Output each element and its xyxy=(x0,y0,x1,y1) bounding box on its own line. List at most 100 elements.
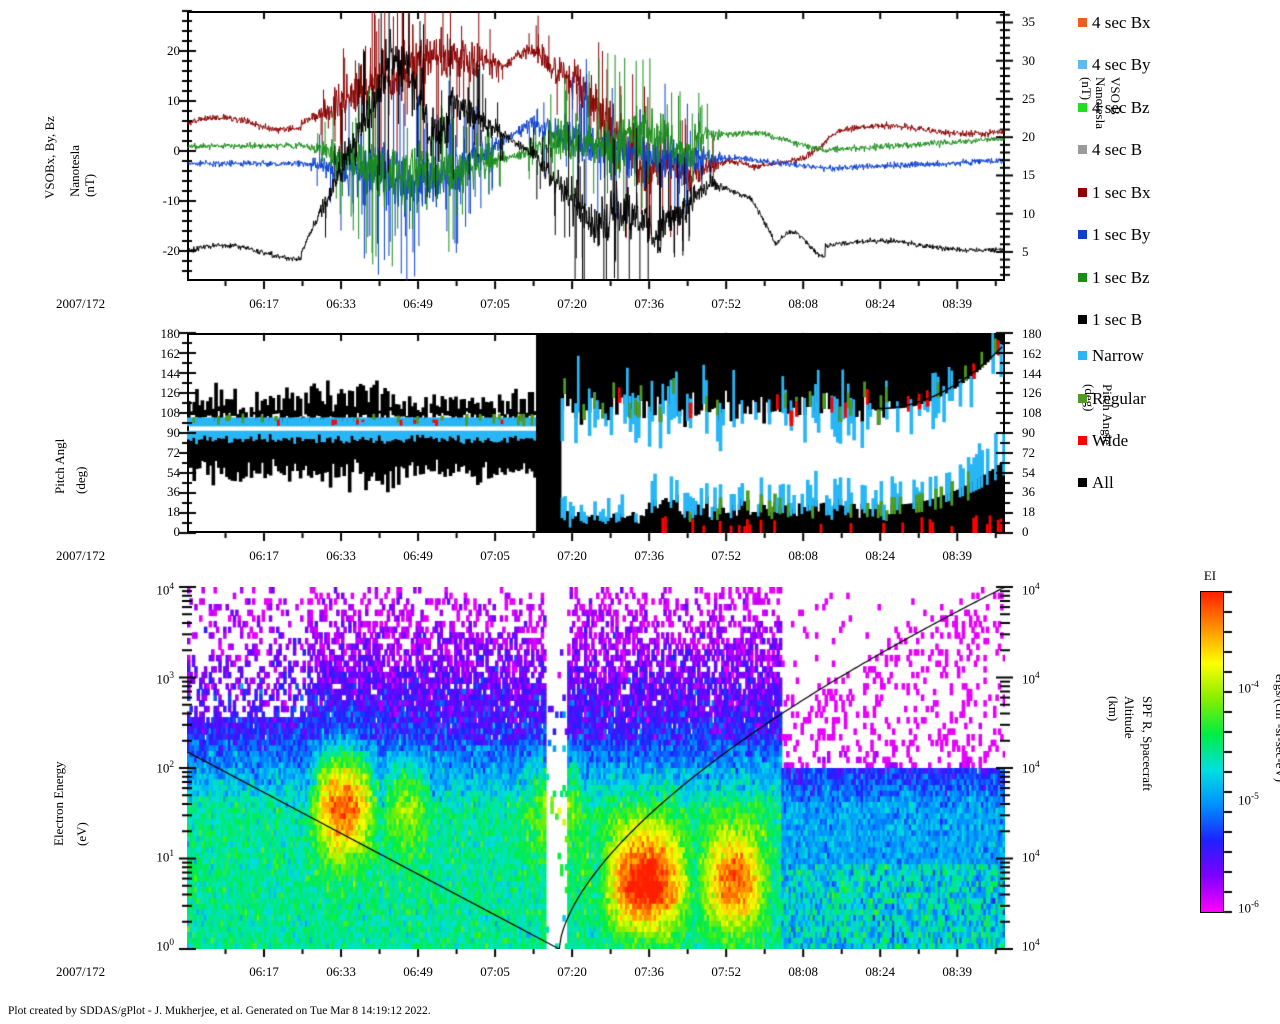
colorbar-tick-label: 10-4 xyxy=(1238,679,1259,695)
ytick-label: 20 xyxy=(1022,129,1035,145)
panel3-ylabel-left2: (eV) xyxy=(73,696,91,846)
xtick-label: 08:24 xyxy=(865,296,896,311)
colorbar-tick-label: 10-6 xyxy=(1238,900,1259,916)
xtick-label: 06:49 xyxy=(403,964,433,979)
panel2-ylabel-left2: (deg) xyxy=(72,384,90,494)
ytick-label: 180 xyxy=(160,326,181,341)
ytick-label: 180 xyxy=(1022,326,1042,341)
ytick-label: 101 xyxy=(156,849,174,865)
xtick-label: 08:39 xyxy=(942,548,973,563)
panel1-ylabel-right3-text: (nT) xyxy=(1079,77,1094,101)
panel3-ylabel-left: Electron Energy xyxy=(50,696,68,846)
legend-item: 4 sec By xyxy=(1078,56,1151,73)
panel2-ylabel-left-text: Pitch Angl xyxy=(52,438,67,494)
legend-swatch-icon xyxy=(1078,315,1087,324)
ytick-label: -10 xyxy=(162,193,180,208)
xtick-label: 06:33 xyxy=(326,964,356,979)
xtick-label: 08:39 xyxy=(942,296,973,311)
xtick-label: 06:17 xyxy=(249,296,279,311)
ytick-label: 10 xyxy=(167,93,180,108)
ytick-label: 54 xyxy=(1022,464,1035,480)
panel1-date-label-text: 2007/172 xyxy=(56,296,106,311)
panel3-ylabel-right3-text: (km) xyxy=(1106,696,1121,722)
xtick-label: 06:49 xyxy=(403,296,433,311)
xtick-label: 07:36 xyxy=(634,296,664,311)
panel3-ylabel-left2-text: (eV) xyxy=(74,822,89,846)
legend-swatch-icon xyxy=(1078,230,1087,239)
ytick-label: 25 xyxy=(1022,90,1035,106)
legend-label: 1 sec B xyxy=(1092,310,1143,329)
panel3-date-label-text: 2007/172 xyxy=(56,964,106,979)
legend-item: Wide xyxy=(1078,432,1128,449)
panel3-ylabel-right2: Altitude xyxy=(1120,696,1138,846)
xtick-label: 06:49 xyxy=(403,548,433,563)
ytick-label: 90 xyxy=(167,425,180,440)
legend-item: Narrow xyxy=(1078,347,1144,364)
ytick-label: 0 xyxy=(1022,524,1029,539)
ytick-label: 104 xyxy=(1022,760,1040,776)
xtick-label: 07:52 xyxy=(711,548,741,563)
ytick-label: 104 xyxy=(1022,938,1040,954)
ytick-label: -20 xyxy=(162,243,180,258)
ytick-label: 126 xyxy=(1022,385,1042,401)
legend-label: All xyxy=(1092,473,1114,492)
panel2-date-label-text: 2007/172 xyxy=(56,548,106,563)
ytick-label: 162 xyxy=(1022,345,1042,361)
legend-label: 4 sec Bx xyxy=(1092,13,1151,32)
xtick-label: 07:52 xyxy=(711,296,741,311)
ytick-label: 5 xyxy=(1022,243,1029,259)
ytick-label: 108 xyxy=(1022,405,1042,421)
xtick-label: 07:20 xyxy=(557,964,587,979)
panel3-ylabel-left-text: Electron Energy xyxy=(51,761,66,846)
ytick-label: 10 xyxy=(1022,205,1035,221)
panel1-ylabel-left3-text: (nT) xyxy=(82,173,97,197)
ytick-label: 126 xyxy=(160,385,181,401)
panel1-ylabel-right3: (nT) xyxy=(1077,77,1095,197)
xtick-label: 07:05 xyxy=(480,548,510,563)
xtick-label: 07:20 xyxy=(557,296,587,311)
legend-label: 1 sec Bx xyxy=(1092,183,1151,202)
panel3-ylabel-right-text: SPF R, Spacecraft xyxy=(1140,696,1155,791)
xtick-label: 07:52 xyxy=(711,964,741,979)
legend-item: All xyxy=(1078,474,1114,491)
xtick-label: 07:05 xyxy=(480,296,510,311)
colorbar-title-text: EI xyxy=(1203,568,1217,583)
panel2-ylabel-left2-text: (deg) xyxy=(73,466,88,494)
xtick-label: 08:24 xyxy=(865,964,896,979)
panel3-ylabel-right: SPF R, Spacecraft xyxy=(1138,696,1156,846)
ytick-label: 18 xyxy=(167,504,180,520)
legend-label: 4 sec By xyxy=(1092,55,1151,74)
legend-swatch-icon xyxy=(1078,351,1087,360)
ytick-label: 0 xyxy=(173,524,181,539)
colorbar-title: EI xyxy=(1175,568,1245,584)
ytick-label: 144 xyxy=(1022,365,1042,381)
ytick-label: 104 xyxy=(1022,671,1040,687)
ytick-label: 102 xyxy=(156,760,174,776)
legend-swatch-icon xyxy=(1078,103,1087,112)
panel2-date-label: 2007/172 xyxy=(56,549,166,562)
xtick-label: 08:08 xyxy=(788,964,818,979)
panel2-data-canvas xyxy=(187,333,1005,533)
ytick-label: 104 xyxy=(1022,849,1040,865)
footer-credit: Plot created by SDDAS/gPlot - J. Mukherj… xyxy=(8,1005,431,1017)
ytick-label: 72 xyxy=(167,444,180,460)
panel1-ylabel-left-text: VSOBx, By, Bz xyxy=(42,116,57,199)
legend-item: Regular xyxy=(1078,390,1146,407)
xtick-label: 06:33 xyxy=(326,296,356,311)
xtick-label: 06:17 xyxy=(249,964,279,979)
colorbar-unit-text: ergs/(cm2-sr-sec-eV) xyxy=(1273,674,1280,783)
legend-swatch-icon xyxy=(1078,394,1087,403)
legend-item: 1 sec Bz xyxy=(1078,269,1150,286)
legend-swatch-icon xyxy=(1078,60,1087,69)
colorbar-unit-label: ergs/(cm2-sr-sec-eV) xyxy=(1271,674,1280,844)
legend-swatch-icon xyxy=(1078,18,1087,27)
ytick-label: 72 xyxy=(1022,444,1035,460)
xtick-label: 08:08 xyxy=(788,548,818,563)
legend-label: 4 sec B xyxy=(1092,140,1143,159)
xtick-label: 06:17 xyxy=(249,548,279,563)
legend-item: 4 sec Bx xyxy=(1078,14,1151,31)
ytick-label: 35 xyxy=(1022,14,1035,30)
footer-credit-text: Plot created by SDDAS/gPlot - J. Mukherj… xyxy=(8,1005,431,1017)
legend-swatch-icon xyxy=(1078,188,1087,197)
legend-label: 1 sec Bz xyxy=(1092,268,1150,287)
